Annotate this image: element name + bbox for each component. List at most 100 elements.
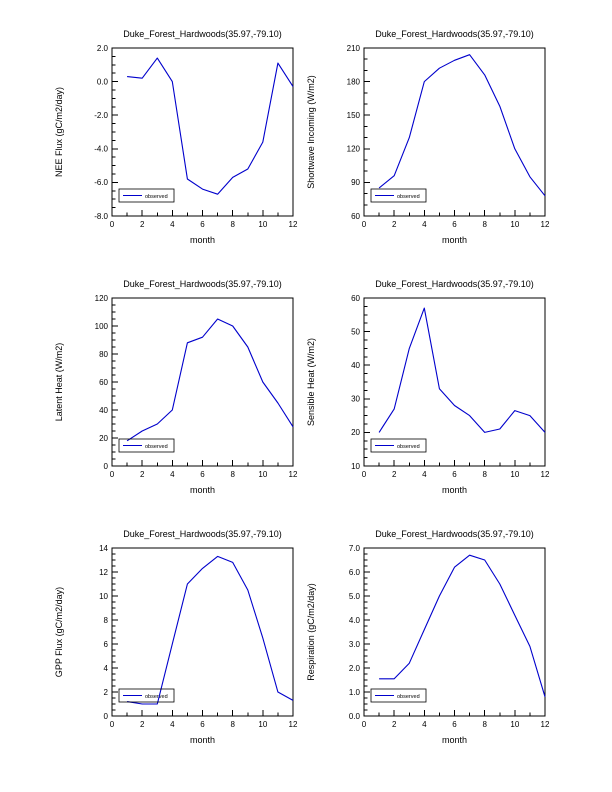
y-tick-label: 50 bbox=[351, 327, 360, 336]
x-tick-label: 6 bbox=[200, 470, 205, 479]
legend-box bbox=[118, 688, 175, 703]
x-tick-label: 8 bbox=[230, 470, 235, 479]
y-tick-label: 0 bbox=[104, 462, 109, 471]
tick-labels: 0 2 4 6 8 10 12 0 2 4 6 8 10 12 14 bbox=[99, 544, 298, 729]
axes bbox=[363, 297, 546, 467]
x-axis-label: month bbox=[190, 485, 215, 495]
x-tick-label: 2 bbox=[392, 720, 397, 729]
y-tick-label: 100 bbox=[95, 322, 109, 331]
chart-grid: Duke_Forest_Hardwoods(35.97,-79.10) mont… bbox=[50, 26, 612, 762]
x-tick-label: 8 bbox=[230, 720, 235, 729]
x-tick-label: 8 bbox=[230, 220, 235, 229]
x-tick-label: 12 bbox=[541, 470, 550, 479]
chart-title: Duke_Forest_Hardwoods(35.97,-79.10) bbox=[123, 279, 282, 289]
y-tick-label: -2.0 bbox=[94, 111, 108, 120]
x-tick-label: 8 bbox=[482, 220, 487, 229]
x-axis-label: month bbox=[190, 235, 215, 245]
y-axis-label: NEE Flux (gC/m2/day) bbox=[54, 87, 64, 177]
y-tick-label: 0.0 bbox=[97, 77, 109, 86]
legend bbox=[118, 188, 175, 203]
chart-title: Duke_Forest_Hardwoods(35.97,-79.10) bbox=[375, 529, 534, 539]
x-tick-label: 10 bbox=[510, 220, 519, 229]
y-tick-label: 60 bbox=[99, 378, 108, 387]
legend-box bbox=[118, 188, 175, 203]
x-tick-label: 12 bbox=[289, 720, 298, 729]
y-tick-label: 90 bbox=[351, 178, 360, 187]
chart-title: Duke_Forest_Hardwoods(35.97,-79.10) bbox=[123, 529, 282, 539]
x-tick-label: 2 bbox=[140, 470, 145, 479]
legend bbox=[370, 438, 427, 453]
axes bbox=[111, 47, 294, 217]
y-tick-label: 3.0 bbox=[349, 640, 361, 649]
legend-label: observed bbox=[397, 694, 420, 700]
nee-flux-chart: Duke_Forest_Hardwoods(35.97,-79.10) mont… bbox=[54, 29, 298, 245]
y-tick-label: 30 bbox=[351, 395, 360, 404]
series-observed-line bbox=[379, 554, 546, 697]
legend bbox=[370, 188, 427, 203]
report-page: Duke_Forest_Hardwoods(35.97,-79.10) mont… bbox=[50, 26, 612, 762]
plot-frame bbox=[363, 47, 546, 217]
y-tick-label: 40 bbox=[351, 361, 360, 370]
y-tick-label: 8 bbox=[104, 616, 109, 625]
y-axis-label: Sensible Heat (W/m2) bbox=[306, 338, 316, 426]
legend bbox=[118, 438, 175, 453]
y-tick-label: 0 bbox=[104, 712, 109, 721]
x-tick-label: 6 bbox=[452, 470, 457, 479]
x-tick-label: 6 bbox=[452, 220, 457, 229]
legend-label: observed bbox=[145, 694, 168, 700]
y-tick-label: 12 bbox=[99, 568, 108, 577]
plot-frame bbox=[111, 47, 294, 217]
y-tick-label: 10 bbox=[99, 592, 108, 601]
x-axis-label: month bbox=[442, 735, 467, 745]
tick-labels: 0 2 4 6 8 10 12 0.0 1.0 2.0 3.0 4.0 5.0 6.0 7.0 bbox=[349, 544, 550, 729]
series-observed-line bbox=[378, 307, 546, 433]
series-observed-line bbox=[126, 318, 294, 442]
x-tick-label: 2 bbox=[140, 220, 145, 229]
respiration-chart: Duke_Forest_Hardwoods(35.97,-79.10) mont… bbox=[306, 529, 550, 745]
x-tick-label: 4 bbox=[170, 720, 175, 729]
legend-box bbox=[370, 438, 427, 453]
x-tick-label: 2 bbox=[392, 470, 397, 479]
plot-frame bbox=[363, 297, 546, 467]
legend-label: observed bbox=[397, 444, 420, 450]
x-tick-label: 6 bbox=[452, 720, 457, 729]
x-tick-label: 12 bbox=[289, 220, 298, 229]
plot-frame bbox=[363, 547, 546, 717]
x-tick-label: 0 bbox=[362, 220, 367, 229]
y-tick-label: 6.0 bbox=[349, 568, 361, 577]
axes bbox=[363, 547, 546, 717]
y-tick-label: 4 bbox=[104, 664, 109, 673]
latent-heat-chart: Duke_Forest_Hardwoods(35.97,-79.10) mont… bbox=[54, 279, 298, 495]
sensible-heat-chart: Duke_Forest_Hardwoods(35.97,-79.10) mont… bbox=[306, 279, 550, 495]
y-tick-label: 1.0 bbox=[349, 688, 361, 697]
y-tick-label: 20 bbox=[351, 428, 360, 437]
x-axis-label: month bbox=[442, 235, 467, 245]
x-tick-label: 10 bbox=[258, 470, 267, 479]
y-tick-label: 40 bbox=[99, 406, 108, 415]
y-tick-label: 60 bbox=[351, 212, 360, 221]
axes bbox=[363, 47, 546, 217]
axes bbox=[111, 297, 294, 467]
y-tick-label: 60 bbox=[351, 294, 360, 303]
y-axis-label: Shortwave Incoming (W/m2) bbox=[306, 75, 316, 189]
x-tick-label: 4 bbox=[422, 720, 427, 729]
y-axis-label: Respiration (gC/m2/day) bbox=[306, 583, 316, 681]
shortwave-incoming-chart: Duke_Forest_Hardwoods(35.97,-79.10) mont… bbox=[306, 29, 550, 245]
y-tick-label: 120 bbox=[95, 294, 109, 303]
x-tick-label: 12 bbox=[289, 470, 298, 479]
x-tick-label: 12 bbox=[541, 720, 550, 729]
x-tick-label: 0 bbox=[110, 720, 115, 729]
y-tick-label: 14 bbox=[99, 544, 108, 553]
series-observed-line bbox=[127, 57, 294, 195]
x-tick-label: 2 bbox=[140, 720, 145, 729]
tick-labels: 0 2 4 6 8 10 12 10 20 30 40 50 60 bbox=[351, 294, 550, 479]
legend-box bbox=[118, 438, 175, 453]
chart-title: Duke_Forest_Hardwoods(35.97,-79.10) bbox=[375, 29, 534, 39]
y-tick-label: 80 bbox=[99, 350, 108, 359]
legend bbox=[370, 688, 427, 703]
gpp-flux-chart: Duke_Forest_Hardwoods(35.97,-79.10) mont… bbox=[54, 529, 298, 745]
y-tick-label: 120 bbox=[347, 145, 361, 154]
y-tick-label: 7.0 bbox=[349, 544, 361, 553]
series-observed-line bbox=[127, 555, 294, 705]
